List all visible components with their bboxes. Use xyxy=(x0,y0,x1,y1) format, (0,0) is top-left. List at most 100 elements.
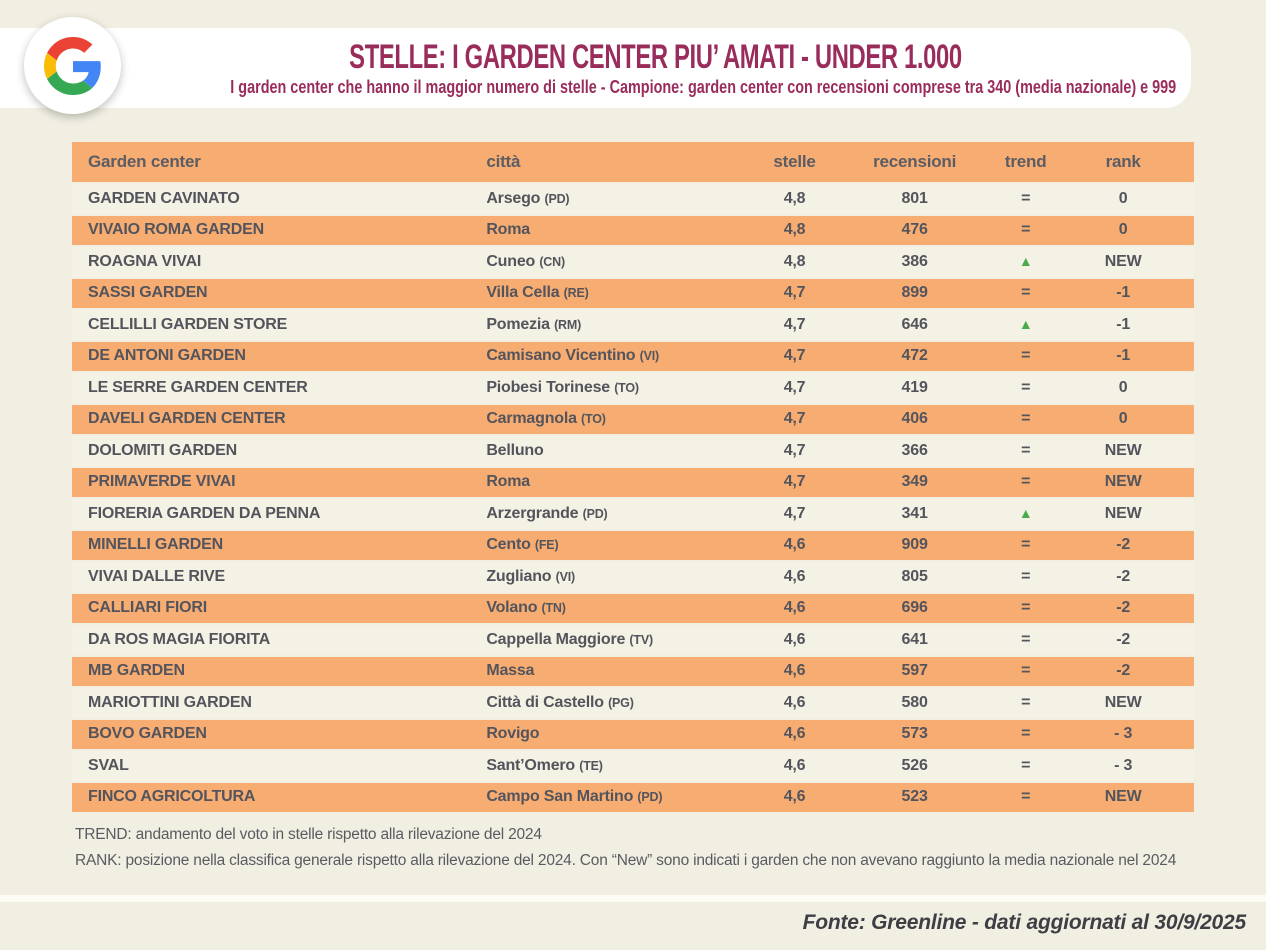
trend-equal-icon: = xyxy=(1021,756,1031,774)
trend-cell: = xyxy=(974,562,1078,592)
province-label: (CN) xyxy=(539,254,565,269)
garden-name-cell: DOLOMITI GARDEN xyxy=(72,436,471,466)
page-subtitle: I garden center che hanno il maggior num… xyxy=(230,77,1177,97)
rank-cell: -2 xyxy=(1077,530,1194,560)
table-row: ROAGNA VIVAI Cuneo (CN) 4,8 386 ▲ NEW xyxy=(72,247,1194,277)
reviews-cell: 646 xyxy=(855,310,975,340)
ranking-table: Garden center città stelle recensioni tr… xyxy=(72,140,1194,814)
city-cell: Volano (TN) xyxy=(470,593,734,623)
trend-equal-icon: = xyxy=(1021,473,1031,491)
trend-equal-icon: = xyxy=(1021,284,1031,302)
google-logo xyxy=(24,17,121,114)
trend-equal-icon: = xyxy=(1021,441,1031,459)
city-cell: Zugliano (VI) xyxy=(470,562,734,592)
trend-cell: = xyxy=(974,184,1078,214)
stars-cell: 4,6 xyxy=(733,593,856,623)
trend-cell: ▲ xyxy=(974,247,1078,277)
garden-name-cell: SASSI GARDEN xyxy=(72,278,471,308)
city-cell: Rovigo xyxy=(470,719,734,749)
reviews-cell: 580 xyxy=(855,688,975,718)
trend-equal-icon: = xyxy=(1021,567,1031,585)
stars-cell: 4,8 xyxy=(733,247,856,277)
col-header-garden-center: Garden center xyxy=(72,142,471,182)
garden-name-cell: DAVELI GARDEN CENTER xyxy=(72,404,471,434)
trend-cell: = xyxy=(974,436,1078,466)
rank-cell: - 3 xyxy=(1077,751,1194,781)
table-row: CELLILLI GARDEN STORE Pomezia (RM) 4,7 646 ▲… xyxy=(72,310,1194,340)
trend-up-icon: ▲ xyxy=(1018,252,1033,269)
trend-cell: = xyxy=(974,719,1078,749)
table-row: SASSI GARDEN Villa Cella (RE) 4,7 899 = -1 xyxy=(72,278,1194,308)
stars-cell: 4,7 xyxy=(733,310,856,340)
table-row: CALLIARI FIORI Volano (TN) 4,6 696 = -2 xyxy=(72,593,1194,623)
trend-cell: = xyxy=(974,530,1078,560)
stars-cell: 4,8 xyxy=(733,184,856,214)
table-body: GARDEN CAVINATO Arsego (PD) 4,8 801 = 0 VIVAIO… xyxy=(72,184,1194,812)
trend-cell: = xyxy=(974,404,1078,434)
city-cell: Sant’Omero (TE) xyxy=(470,751,734,781)
rank-cell: NEW xyxy=(1077,782,1194,812)
trend-up-icon: ▲ xyxy=(1018,504,1033,521)
province-label: (TN) xyxy=(541,601,566,616)
garden-name-cell: MINELLI GARDEN xyxy=(72,530,471,560)
city-cell: Piobesi Torinese (TO) xyxy=(470,373,734,403)
table-row: SVAL Sant’Omero (TE) 4,6 526 = - 3 xyxy=(72,751,1194,781)
col-header-stelle: stelle xyxy=(733,142,856,182)
trend-equal-icon: = xyxy=(1021,630,1031,648)
source-credit: Fonte: Greenline - dati aggiornati al 30… xyxy=(802,911,1247,934)
footnotes: TREND: andamento del voto in stelle risp… xyxy=(75,822,1245,874)
rank-cell: 0 xyxy=(1077,404,1194,434)
rank-cell: NEW xyxy=(1077,688,1194,718)
city-cell: Carmagnola (TO) xyxy=(470,404,734,434)
garden-name-cell: VIVAIO ROMA GARDEN xyxy=(72,215,471,245)
garden-name-cell: DA ROS MAGIA FIORITA xyxy=(72,625,471,655)
province-label: (VI) xyxy=(639,349,660,364)
table-row: VIVAIO ROMA GARDEN Roma 4,8 476 = 0 xyxy=(72,215,1194,245)
stars-cell: 4,6 xyxy=(733,751,856,781)
trend-cell: = xyxy=(974,373,1078,403)
trend-equal-icon: = xyxy=(1021,221,1031,239)
stars-cell: 4,6 xyxy=(733,530,856,560)
city-cell: Camisano Vicentino (VI) xyxy=(470,341,734,371)
table-row: DAVELI GARDEN CENTER Carmagnola (TO) 4,7 40… xyxy=(72,404,1194,434)
table-row: VIVAI DALLE RIVE Zugliano (VI) 4,6 805 = -2 xyxy=(72,562,1194,592)
trend-up-icon: ▲ xyxy=(1018,315,1033,332)
province-label: (RM) xyxy=(554,317,582,332)
trend-equal-icon: = xyxy=(1021,410,1031,428)
trend-cell: ▲ xyxy=(974,499,1078,529)
city-cell: Città di Castello (PG) xyxy=(470,688,734,718)
table-row: MB GARDEN Massa 4,6 597 = -2 xyxy=(72,656,1194,686)
trend-note: TREND: andamento del voto in stelle risp… xyxy=(75,826,542,843)
province-label: (FE) xyxy=(534,538,559,553)
city-cell: Cuneo (CN) xyxy=(470,247,734,277)
trend-equal-icon: = xyxy=(1021,725,1031,743)
stars-cell: 4,7 xyxy=(733,404,856,434)
table-row: PRIMAVERDE VIVAI Roma 4,7 349 = NEW xyxy=(72,467,1194,497)
table-row: DA ROS MAGIA FIORITA Cappella Maggiore (T… xyxy=(72,625,1194,655)
garden-name-cell: MARIOTTINI GARDEN xyxy=(72,688,471,718)
reviews-cell: 573 xyxy=(855,719,975,749)
rank-cell: 0 xyxy=(1077,215,1194,245)
garden-name-cell: FINCO AGRICOLTURA xyxy=(72,782,471,812)
table-row: LE SERRE GARDEN CENTER Piobesi Torinese (… xyxy=(72,373,1194,403)
table-row: GARDEN CAVINATO Arsego (PD) 4,8 801 = 0 xyxy=(72,184,1194,214)
garden-name-cell: VIVAI DALLE RIVE xyxy=(72,562,471,592)
rank-cell: - 3 xyxy=(1077,719,1194,749)
table-row: MINELLI GARDEN Cento (FE) 4,6 909 = -2 xyxy=(72,530,1194,560)
rank-cell: NEW xyxy=(1077,247,1194,277)
stars-cell: 4,7 xyxy=(733,499,856,529)
province-label: (PD) xyxy=(637,790,663,805)
city-cell: Arsego (PD) xyxy=(470,184,734,214)
reviews-cell: 641 xyxy=(855,625,975,655)
reviews-cell: 476 xyxy=(855,215,975,245)
reviews-cell: 696 xyxy=(855,593,975,623)
garden-name-cell: FIORERIA GARDEN DA PENNA xyxy=(72,499,471,529)
header-band: STELLE: I GARDEN CENTER PIU’ AMATI - UND… xyxy=(0,28,1191,108)
rank-cell: NEW xyxy=(1077,436,1194,466)
footer-divider xyxy=(0,895,1266,902)
reviews-cell: 899 xyxy=(855,278,975,308)
trend-cell: = xyxy=(974,688,1078,718)
table-row: DE ANTONI GARDEN Camisano Vicentino (VI) 4… xyxy=(72,341,1194,371)
city-cell: Campo San Martino (PD) xyxy=(470,782,734,812)
garden-name-cell: CALLIARI FIORI xyxy=(72,593,471,623)
